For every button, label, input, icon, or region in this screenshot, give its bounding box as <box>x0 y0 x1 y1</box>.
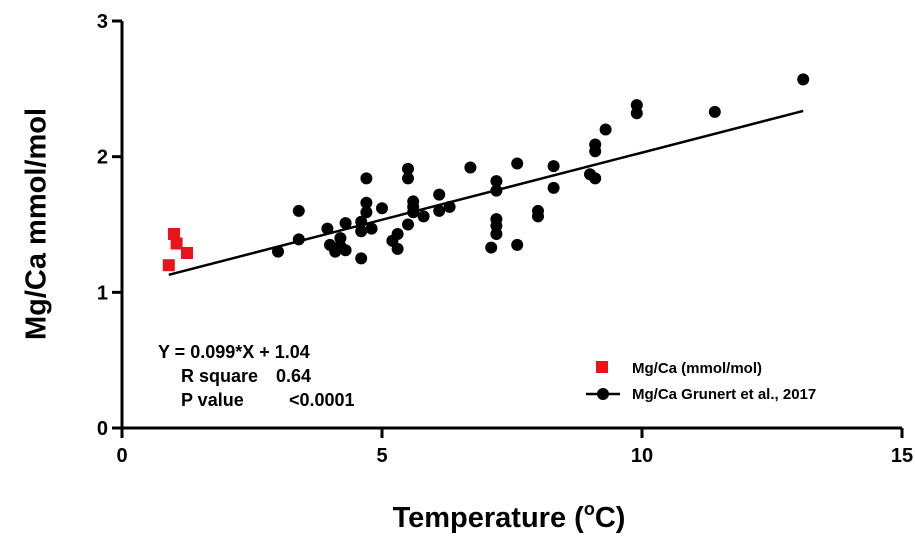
data-point-circle <box>407 206 420 219</box>
data-point-square <box>170 237 183 250</box>
data-point-circle <box>360 196 373 209</box>
data-point-circle <box>272 245 284 258</box>
data-point-circle <box>797 73 810 86</box>
x-axis-title: Temperature (oC) <box>393 499 626 534</box>
x-tick-label: 5 <box>376 445 387 467</box>
data-point-circle <box>511 238 524 251</box>
y-tick-label: 1 <box>97 282 108 304</box>
data-point-circle <box>360 206 373 219</box>
data-points <box>162 73 810 272</box>
p-value-label: P value <box>181 390 244 410</box>
data-point-circle <box>339 217 352 230</box>
r-square-label: R square <box>181 366 258 386</box>
data-point-circle <box>589 172 602 185</box>
data-point-circle <box>589 145 602 158</box>
y-tick-label: 0 <box>97 418 108 440</box>
data-point-circle <box>490 175 503 188</box>
x-tick-label: 10 <box>631 445 653 467</box>
legend: Mg/Ca (mmol/mol) Mg/Ca Grunert et al., 2… <box>586 360 816 403</box>
y-tick-label: 3 <box>97 11 108 33</box>
data-point-circle <box>355 252 368 265</box>
data-point-circle <box>376 202 388 215</box>
data-point-circle <box>490 227 503 240</box>
x-tick-label: 0 <box>116 445 127 467</box>
data-point-circle <box>402 162 414 175</box>
data-point-circle <box>355 225 368 238</box>
p-value-value: <0.0001 <box>289 390 355 410</box>
data-point-circle <box>433 204 446 217</box>
y-axis-title: Mg/Ca mmol/mol <box>21 108 53 340</box>
equation-text: Y = 0.099*X + 1.04 <box>158 342 310 362</box>
y-tick-label: 2 <box>97 147 108 169</box>
data-point-circle <box>360 172 373 185</box>
data-point-circle <box>490 184 503 197</box>
data-point-square <box>162 259 175 272</box>
data-point-square <box>168 227 180 240</box>
data-point-circle <box>334 232 347 245</box>
data-point-circle <box>630 107 643 120</box>
x-axis-title-unit: C) <box>595 502 626 534</box>
data-point-circle <box>485 241 498 254</box>
data-point-circle <box>547 181 560 194</box>
data-point-circle <box>511 157 524 170</box>
x-axis-title-degree: o <box>584 499 595 519</box>
legend-label-series-2: Mg/Ca Grunert et al., 2017 <box>632 386 816 403</box>
x-tick-label: 15 <box>891 445 913 467</box>
data-point-square <box>181 246 193 259</box>
legend-marker-circle <box>597 388 609 400</box>
data-point-circle <box>599 123 612 136</box>
data-point-circle <box>547 160 560 173</box>
data-point-circle <box>339 244 352 257</box>
x-axis-title-text: Temperature ( <box>393 502 585 534</box>
data-point-circle <box>292 233 305 246</box>
data-point-circle <box>402 218 414 231</box>
data-point-circle <box>433 188 446 201</box>
data-point-circle <box>321 222 334 235</box>
r-square-value: 0.64 <box>276 366 311 386</box>
data-point-circle <box>292 204 305 217</box>
data-point-circle <box>355 215 368 228</box>
data-point-circle <box>402 172 414 185</box>
data-point-circle <box>391 227 404 240</box>
data-point-circle <box>417 210 430 223</box>
legend-label-series-1: Mg/Ca (mmol/mol) <box>632 360 762 377</box>
data-point-circle <box>391 242 404 255</box>
data-point-circle <box>365 222 378 235</box>
data-point-circle <box>443 200 456 213</box>
legend-marker-square <box>596 361 608 373</box>
data-point-circle <box>532 210 544 223</box>
axis-ticks: 0 5 10 15 0 1 2 3 <box>97 11 913 467</box>
data-point-circle <box>464 161 477 174</box>
data-point-circle <box>708 105 721 118</box>
